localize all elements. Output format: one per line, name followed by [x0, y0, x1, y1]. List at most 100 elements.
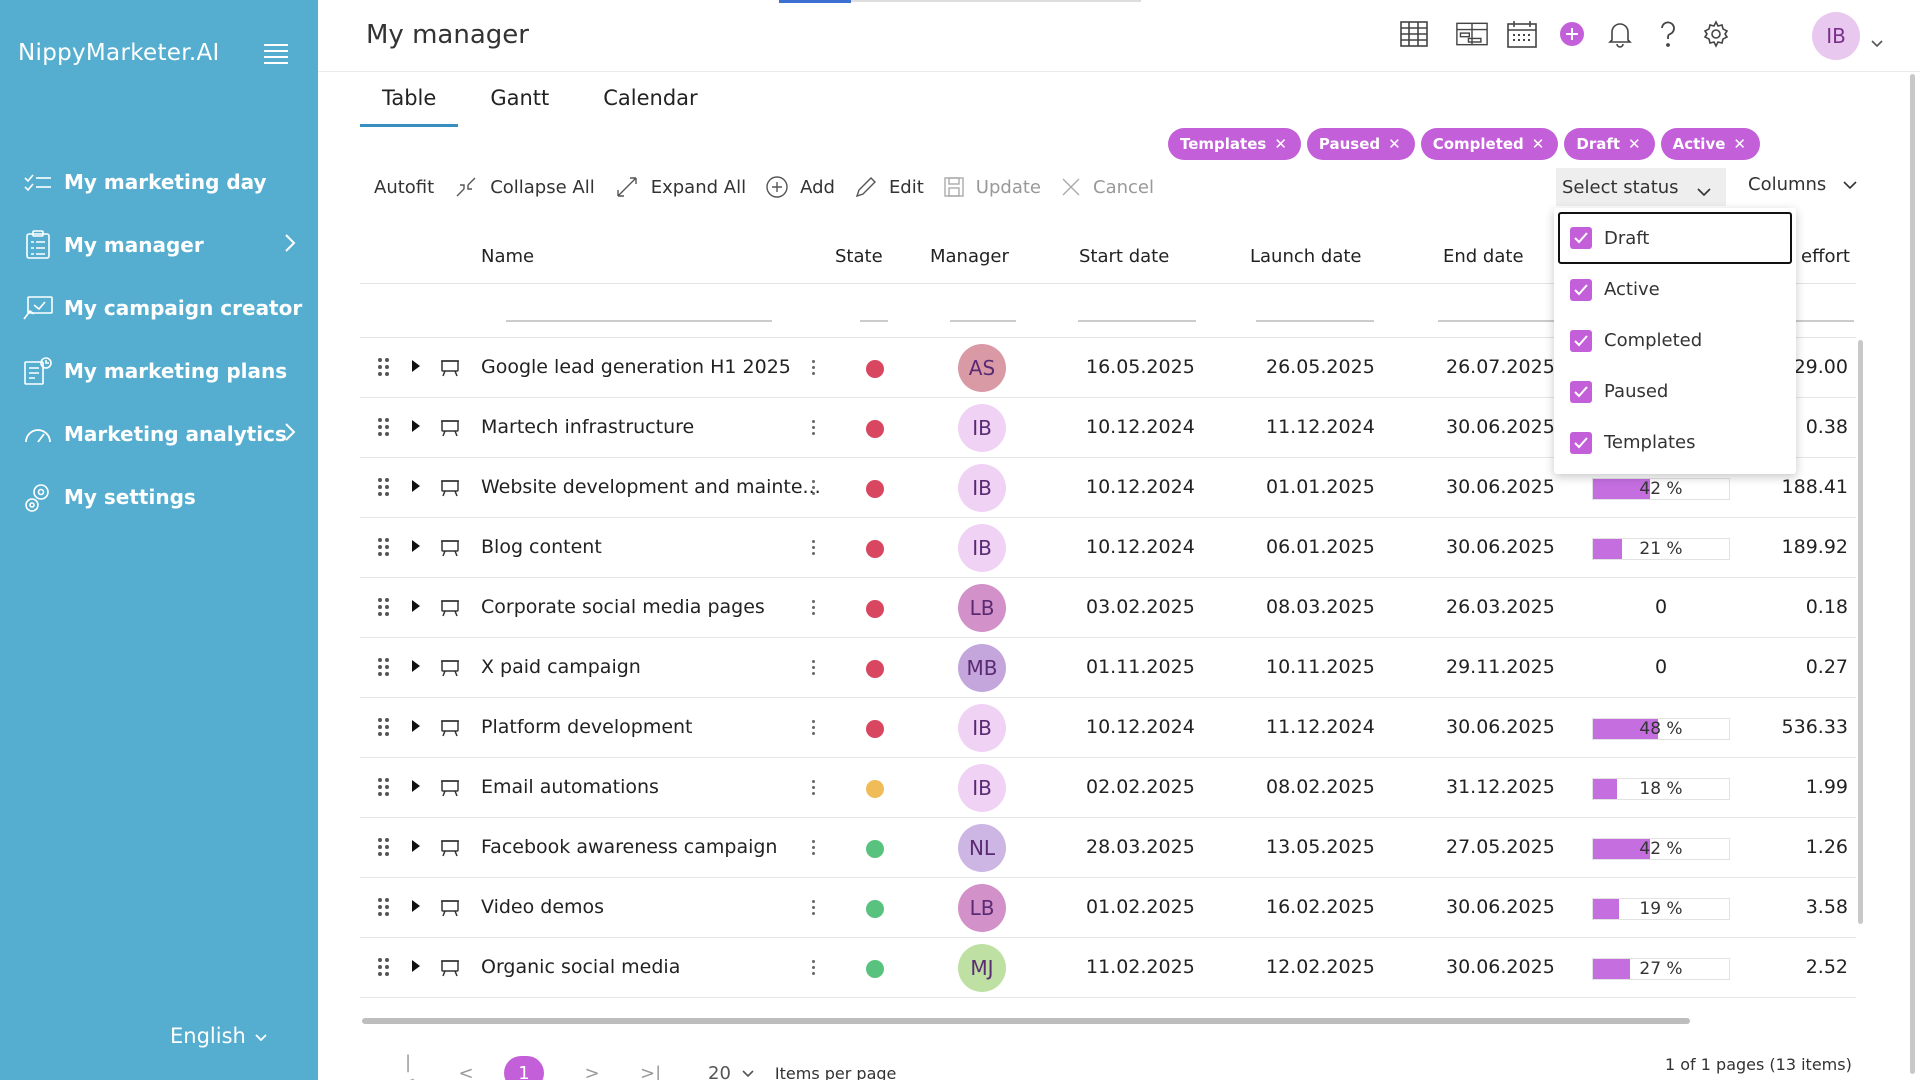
manager-avatar[interactable]: IB — [958, 764, 1006, 812]
manager-avatar[interactable]: MJ — [958, 944, 1006, 992]
row-menu-icon[interactable] — [812, 360, 816, 378]
autofit-button[interactable]: Autofit — [374, 177, 434, 198]
filter-chip-paused[interactable]: Paused ✕ — [1306, 128, 1415, 160]
expand-caret-icon[interactable] — [412, 360, 420, 372]
collapse-all-button[interactable]: Collapse All — [454, 175, 595, 199]
sidebar-item-my-campaign-creator[interactable]: My campaign creator — [0, 276, 318, 339]
column-header-end-date[interactable]: End date — [1443, 246, 1524, 267]
row-menu-icon[interactable] — [812, 540, 816, 558]
tab-gantt[interactable]: Gantt — [490, 86, 550, 110]
row-menu-icon[interactable] — [812, 600, 816, 618]
drag-handle-icon[interactable] — [378, 538, 390, 558]
checkbox-checked-icon[interactable] — [1570, 278, 1592, 301]
expand-caret-icon[interactable] — [412, 660, 420, 672]
row-menu-icon[interactable] — [812, 660, 816, 678]
sidebar-item-my-manager[interactable]: My manager — [0, 213, 318, 276]
expand-caret-icon[interactable] — [412, 720, 420, 732]
checkbox-checked-icon[interactable] — [1570, 380, 1592, 403]
drag-handle-icon[interactable] — [378, 658, 390, 678]
sidebar-item-my-marketing-plans[interactable]: My marketing plans — [0, 339, 318, 402]
page-vertical-scrollbar[interactable] — [1910, 74, 1915, 1074]
row-name[interactable]: Email automations — [481, 776, 659, 798]
drag-handle-icon[interactable] — [378, 598, 390, 618]
status-option-active[interactable]: Active — [1554, 264, 1796, 315]
edit-button[interactable]: Edit — [855, 176, 924, 198]
next-page-icon[interactable]: > — [584, 1062, 600, 1080]
drag-handle-icon[interactable] — [378, 958, 390, 978]
page-number-button[interactable]: 1 — [504, 1056, 544, 1080]
filter-input-state[interactable] — [860, 320, 888, 322]
table-view-icon[interactable] — [1398, 18, 1430, 50]
close-icon[interactable]: ✕ — [1531, 135, 1545, 153]
checkbox-checked-icon[interactable] — [1570, 431, 1592, 454]
row-menu-icon[interactable] — [812, 720, 816, 738]
status-select[interactable]: Select status — [1556, 168, 1726, 206]
manager-avatar[interactable]: IB — [958, 524, 1006, 572]
first-page-icon[interactable]: |< — [400, 1052, 415, 1080]
table-row[interactable]: Platform development IB 10.12.2024 11.12… — [360, 698, 1856, 758]
help-icon[interactable] — [1652, 18, 1684, 50]
update-button[interactable]: Update — [944, 177, 1041, 198]
row-menu-icon[interactable] — [812, 900, 816, 918]
sidebar-item-marketing-analytics[interactable]: Marketing analytics — [0, 402, 318, 465]
status-option-paused[interactable]: Paused — [1554, 366, 1796, 417]
manager-avatar[interactable]: IB — [958, 704, 1006, 752]
column-header-state[interactable]: State — [835, 246, 883, 267]
table-row[interactable]: X paid campaign MB 01.11.2025 10.11.2025… — [360, 638, 1856, 698]
settings-icon[interactable] — [1700, 18, 1732, 50]
row-name[interactable]: Google lead generation H1 2025 — [481, 356, 791, 378]
sidebar-item-my-settings[interactable]: My settings — [0, 465, 318, 528]
add-circle-icon[interactable] — [1556, 18, 1588, 50]
row-name[interactable]: Website development and mainte... — [481, 476, 821, 498]
checkbox-checked-icon[interactable] — [1570, 329, 1592, 352]
filter-input-name[interactable] — [506, 320, 772, 322]
row-menu-icon[interactable] — [812, 840, 816, 858]
drag-handle-icon[interactable] — [378, 358, 390, 378]
close-icon[interactable]: ✕ — [1274, 135, 1287, 153]
column-header-effort[interactable]: effort — [1801, 246, 1850, 267]
filter-chip-active[interactable]: Active ✕ — [1660, 128, 1760, 160]
status-option-completed[interactable]: Completed — [1554, 315, 1796, 366]
row-menu-icon[interactable] — [812, 780, 816, 798]
filter-chip-draft[interactable]: Draft ✕ — [1564, 128, 1655, 160]
drag-handle-icon[interactable] — [378, 478, 390, 498]
language-selector[interactable]: English — [170, 1024, 268, 1048]
drag-handle-icon[interactable] — [378, 898, 390, 918]
bell-icon[interactable] — [1604, 18, 1636, 50]
drag-handle-icon[interactable] — [378, 778, 390, 798]
close-icon[interactable]: ✕ — [1388, 135, 1401, 153]
checkbox-checked-icon[interactable] — [1570, 227, 1592, 249]
manager-avatar[interactable]: LB — [958, 884, 1006, 932]
previous-page-icon[interactable]: < — [458, 1062, 474, 1080]
table-row[interactable]: Email automations IB 02.02.2025 08.02.20… — [360, 758, 1856, 818]
drag-handle-icon[interactable] — [378, 718, 390, 738]
cancel-button[interactable]: Cancel — [1061, 177, 1154, 198]
row-menu-icon[interactable] — [812, 480, 816, 498]
table-row[interactable]: Corporate social media pages LB 03.02.20… — [360, 578, 1856, 638]
row-name[interactable]: Corporate social media pages — [481, 596, 765, 618]
horizontal-scrollbar[interactable] — [362, 1018, 1690, 1024]
manager-avatar[interactable]: AS — [958, 344, 1006, 392]
expand-caret-icon[interactable] — [412, 540, 420, 552]
add-button[interactable]: Add — [766, 176, 835, 198]
manager-avatar[interactable]: IB — [958, 464, 1006, 512]
row-menu-icon[interactable] — [812, 420, 816, 438]
chevron-down-icon[interactable] — [1870, 34, 1884, 53]
gantt-view-icon[interactable] — [1456, 18, 1488, 50]
row-name[interactable]: Organic social media — [481, 956, 681, 978]
hamburger-menu-icon[interactable] — [264, 44, 288, 64]
manager-avatar[interactable]: MB — [958, 644, 1006, 692]
brand-logo[interactable]: NippyMarketer.AI — [18, 40, 220, 66]
drag-handle-icon[interactable] — [378, 838, 390, 858]
filter-input-end-date[interactable] — [1438, 320, 1556, 322]
table-row[interactable]: Organic social media MJ 11.02.2025 12.02… — [360, 938, 1856, 998]
manager-avatar[interactable]: IB — [958, 404, 1006, 452]
tab-calendar[interactable]: Calendar — [603, 86, 698, 110]
row-menu-icon[interactable] — [812, 960, 816, 978]
row-name[interactable]: Martech infrastructure — [481, 416, 695, 438]
drag-handle-icon[interactable] — [378, 418, 390, 438]
close-icon[interactable]: ✕ — [1733, 135, 1746, 153]
status-option-draft[interactable]: Draft — [1558, 212, 1792, 264]
sidebar-item-my-marketing-day[interactable]: My marketing day — [0, 150, 318, 213]
table-row[interactable]: Facebook awareness campaign NL 28.03.202… — [360, 818, 1856, 878]
